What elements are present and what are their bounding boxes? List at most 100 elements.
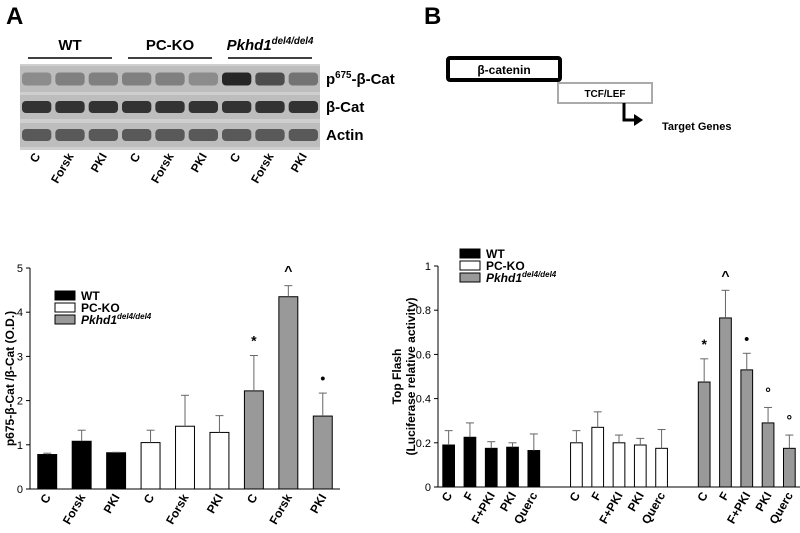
blot-band	[122, 129, 152, 141]
annotation: °	[765, 384, 771, 400]
lane-label: PKI	[288, 151, 310, 175]
x-tick-label: C	[567, 489, 584, 504]
legend-label-main: PC-KO	[486, 259, 525, 273]
group-label: PC-KO	[146, 37, 195, 54]
bar	[697, 381, 711, 488]
x-tick-label: PKI	[101, 492, 123, 516]
row-label: Actin	[326, 127, 364, 144]
lane-label: C	[127, 150, 144, 165]
blot-band	[22, 72, 52, 86]
legend-label-main: WT	[486, 247, 505, 261]
row-label: p675-β-Cat	[326, 70, 395, 88]
annotation: •	[744, 330, 749, 346]
blot-band	[288, 129, 318, 141]
blot-band	[122, 101, 152, 113]
y-axis-label: p675-β-Cat /β-Cat (O.D.)	[3, 311, 17, 446]
panel-label: A	[6, 3, 23, 30]
lane-label: C	[227, 150, 244, 165]
lane-label: Forsk	[48, 150, 77, 186]
lane-label: PKI	[88, 151, 110, 175]
row-label-after: -β-Cat	[351, 71, 394, 88]
bar	[243, 390, 264, 490]
blot-band	[22, 101, 52, 113]
row-label-main: Actin	[326, 127, 364, 144]
legend-swatch	[459, 248, 481, 259]
x-tick-label: Forsk	[163, 491, 192, 527]
legend-label-main: PC-KO	[81, 301, 120, 315]
legend-label: Pkhd1del4/del4	[486, 270, 557, 285]
legend-label-main: Pkhd1	[81, 313, 117, 327]
tcf-lef-box	[557, 82, 653, 104]
blot-band	[188, 129, 218, 141]
bar	[570, 442, 583, 488]
row-label: β-Cat	[326, 99, 364, 116]
legend-label-sup: del4/del4	[522, 270, 557, 279]
group-label: Pkhd1del4/del4	[227, 36, 314, 54]
bar	[140, 442, 161, 490]
annotation: *	[251, 333, 257, 349]
y-tick-label: 0.2	[416, 438, 431, 450]
beta-catenin-box	[446, 56, 562, 82]
y-axis-label: (Luciferase relative activity)	[404, 297, 418, 455]
x-tick-label: C	[37, 491, 54, 506]
blot-band	[55, 129, 85, 141]
blot-band	[155, 101, 185, 113]
blot-band	[88, 129, 118, 141]
bar	[655, 447, 668, 488]
annotation: *	[701, 336, 707, 352]
bar	[612, 442, 626, 488]
y-tick-label: 5	[17, 263, 23, 275]
blot-band	[288, 101, 318, 113]
bar	[37, 454, 58, 490]
legend-label-sup: del4/del4	[117, 312, 152, 321]
arrow	[622, 103, 636, 122]
x-tick-label: C	[694, 489, 711, 504]
bar	[719, 317, 732, 488]
y-tick-label: 0	[425, 482, 431, 494]
legend-swatch	[459, 260, 481, 271]
blot-band	[155, 129, 185, 141]
x-tick-label: F	[461, 490, 477, 503]
tcf-lef-label: TCF/LEF	[584, 89, 625, 100]
bar	[278, 296, 299, 490]
panel-label: B	[424, 3, 441, 30]
y-tick-label: 2	[17, 396, 23, 408]
x-tick-label: C	[439, 489, 456, 504]
legend-swatch	[54, 314, 76, 325]
target-genes-label: Target Genes	[662, 121, 732, 133]
blot-band	[222, 129, 252, 141]
blot-band	[222, 72, 252, 86]
lane-label: C	[27, 150, 44, 165]
row-label-sup: 675	[335, 70, 352, 81]
row-label-main: β-Cat	[326, 99, 364, 116]
annotation: ^	[284, 263, 292, 279]
blot-band	[55, 72, 85, 86]
y-axis-label: Top Flash	[390, 349, 404, 405]
legend-label-main: WT	[81, 289, 100, 303]
y-tick-label: 1	[17, 440, 23, 452]
bar	[782, 447, 796, 488]
y-tick-label: 0.6	[416, 349, 431, 361]
row-label-main: p	[326, 71, 335, 88]
bar	[740, 369, 754, 488]
blot-band	[255, 72, 285, 86]
x-tick-label: C	[141, 491, 158, 506]
bar	[633, 444, 647, 488]
legend-swatch	[54, 302, 76, 313]
y-tick-label: 3	[17, 351, 23, 363]
blot-band	[288, 72, 318, 86]
bar	[71, 440, 92, 490]
legend-label: Pkhd1del4/del4	[81, 312, 152, 327]
blot-band	[222, 101, 252, 113]
group-label: WT	[58, 37, 81, 54]
blot-band	[22, 129, 52, 141]
annotation: °	[787, 412, 793, 428]
y-tick-label: 1	[425, 261, 431, 273]
annotation: •	[320, 370, 325, 386]
y-tick-label: 0.8	[416, 305, 431, 317]
bar	[463, 436, 477, 488]
bar	[506, 446, 519, 488]
legend-label: PC-KO	[486, 259, 525, 273]
bar	[312, 415, 333, 490]
